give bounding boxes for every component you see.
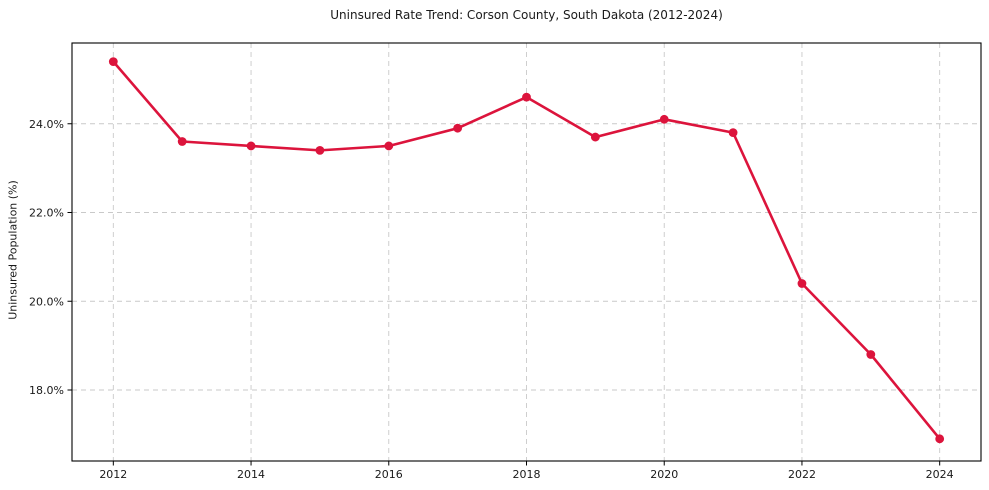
- y-tick-label: 22.0%: [29, 207, 64, 220]
- x-tick-label: 2012: [99, 468, 127, 481]
- data-point-2022: [797, 279, 807, 288]
- y-axis-label: Uninsured Population (%): [6, 180, 20, 320]
- y-tick-label: 18.0%: [29, 384, 64, 397]
- y-tick-label: 24.0%: [29, 118, 64, 131]
- x-tick-label: 2022: [788, 468, 816, 481]
- data-point-2023: [866, 350, 876, 359]
- data-point-2019: [590, 132, 600, 142]
- data-point-2017: [453, 123, 463, 133]
- x-tick-label: 2024: [926, 468, 954, 481]
- data-point-2012: [108, 57, 118, 67]
- x-tick-label: 2014: [237, 468, 265, 481]
- data-point-2018: [522, 92, 531, 102]
- x-tick-label: 2018: [513, 468, 541, 481]
- data-point-2024: [935, 434, 945, 444]
- data-point-2014: [246, 141, 256, 151]
- data-point-2016: [384, 141, 394, 151]
- data-point-2015: [315, 145, 325, 155]
- x-tick-label: 2016: [375, 468, 403, 481]
- data-point-2020: [659, 114, 669, 124]
- y-tick-label: 20.0%: [29, 295, 64, 308]
- x-tick-label: 2020: [650, 468, 678, 481]
- chart-title: Uninsured Rate Trend: Corson County, Sou…: [330, 8, 723, 22]
- data-point-2021: [728, 128, 738, 138]
- data-point-2013: [177, 137, 187, 146]
